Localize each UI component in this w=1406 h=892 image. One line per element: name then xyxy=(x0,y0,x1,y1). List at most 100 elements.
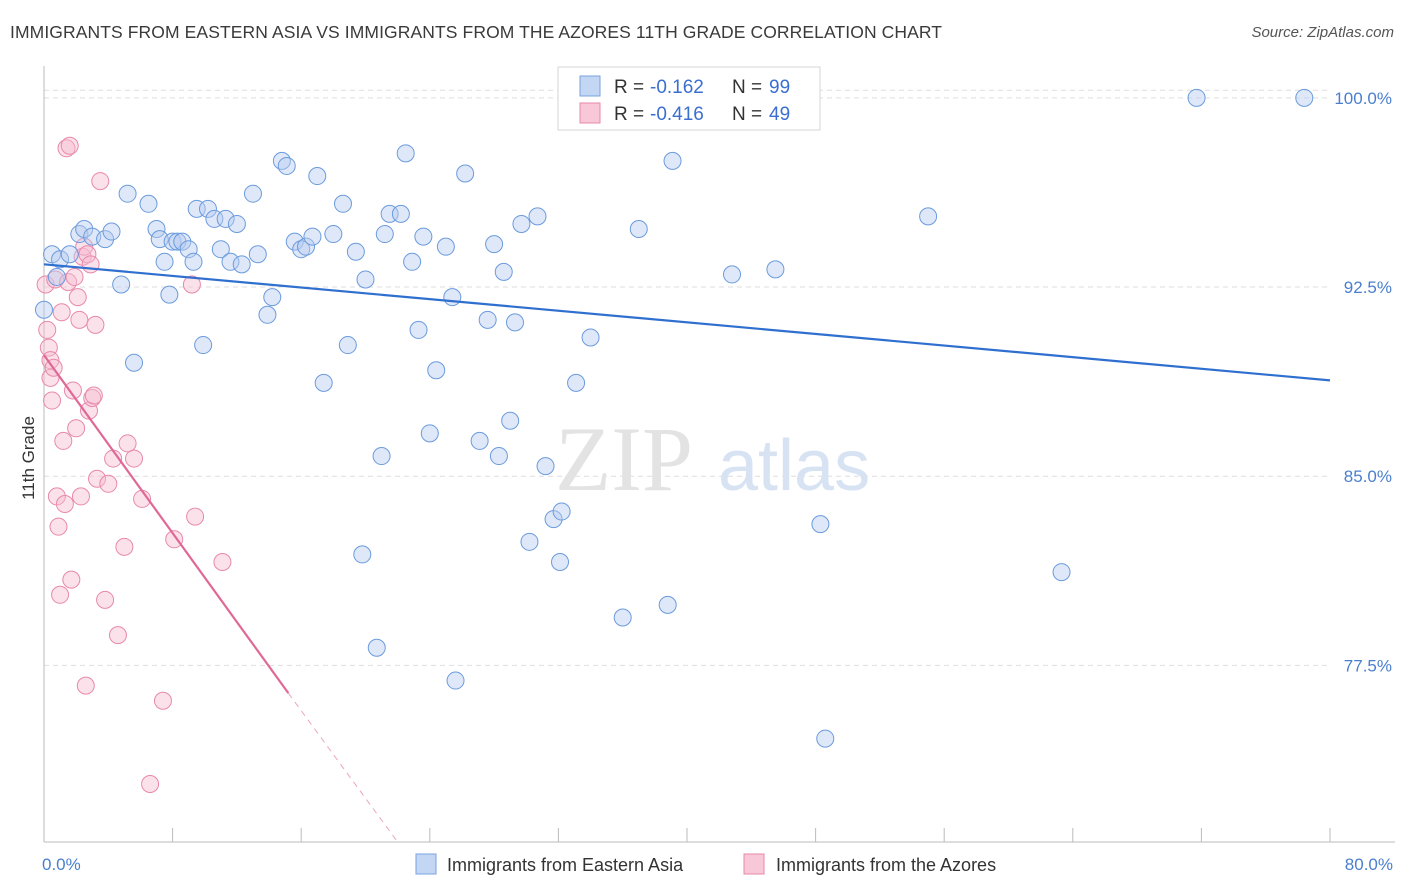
azores-point-38 xyxy=(108,626,127,645)
eastern-asia-point-31 xyxy=(232,255,251,274)
bottom-legend-swatch-pink xyxy=(743,853,765,875)
eastern-asia-point-28 xyxy=(216,209,235,228)
bottom-legend-swatch-blue xyxy=(415,853,437,875)
eastern-asia-point-48 xyxy=(353,545,372,564)
eastern-asia-point-85 xyxy=(663,151,682,170)
tick-labels: 77.5% 85.0% 92.5% 100.0% 0.0% 80.0% xyxy=(42,89,1393,874)
legend-r-value-2: -0.416 xyxy=(650,104,704,125)
series-eastern-asia-points xyxy=(35,88,1314,748)
azores-point-33 xyxy=(88,469,107,488)
eastern-asia-point-45 xyxy=(333,194,352,213)
eastern-asia-point-91 xyxy=(919,207,938,226)
eastern-asia-point-75 xyxy=(536,457,555,476)
eastern-asia-point-25 xyxy=(198,199,217,218)
azores-point-19 xyxy=(65,267,84,286)
trend-line-azores-extension xyxy=(287,692,399,843)
eastern-asia-point-63 xyxy=(446,671,465,690)
chart-title: IMMIGRANTS FROM EASTERN ASIA VS IMMIGRAN… xyxy=(10,22,943,42)
azores-point-13 xyxy=(55,494,74,513)
azores-point-23 xyxy=(71,487,90,506)
eastern-asia-point-30 xyxy=(227,214,246,233)
azores-point-47 xyxy=(186,507,205,526)
azores-point-5 xyxy=(43,391,62,410)
eastern-asia-point-22 xyxy=(184,252,203,271)
y-axis-label: 11th Grade xyxy=(19,416,38,500)
legend-swatch-blue xyxy=(579,75,601,97)
azores-point-34 xyxy=(91,172,110,191)
eastern-asia-point-51 xyxy=(372,447,391,466)
azores-point-46 xyxy=(182,275,201,294)
bottom-legend-label-blue: Immigrants from Eastern Asia xyxy=(447,855,684,875)
legend-n-label-1: N = xyxy=(732,77,762,98)
eastern-asia-point-10 xyxy=(112,275,131,294)
eastern-asia-point-16 xyxy=(155,252,174,271)
azores-point-45 xyxy=(165,530,184,549)
eastern-asia-point-36 xyxy=(272,151,291,170)
eastern-asia-point-61 xyxy=(436,237,455,256)
eastern-asia-point-77 xyxy=(551,552,570,571)
eastern-asia-point-90 xyxy=(816,729,835,748)
eastern-asia-point-52 xyxy=(375,225,394,244)
trend-line-eastern-asia xyxy=(43,263,1331,382)
eastern-asia-point-62 xyxy=(443,288,462,307)
eastern-asia-point-40 xyxy=(297,237,316,256)
eastern-asia-point-80 xyxy=(581,328,600,347)
legend-n-value-1: 99 xyxy=(769,77,790,98)
azores-point-18 xyxy=(63,381,82,400)
eastern-asia-point-27 xyxy=(211,240,230,259)
axes xyxy=(43,66,1395,843)
azores-point-40 xyxy=(118,434,137,453)
eastern-asia-point-38 xyxy=(285,232,304,251)
eastern-asia-point-58 xyxy=(414,227,433,246)
azores-point-4 xyxy=(41,368,60,387)
azores-point-26 xyxy=(76,676,95,695)
azores-point-9 xyxy=(49,517,68,536)
eastern-asia-point-73 xyxy=(520,532,539,551)
azores-point-16 xyxy=(60,136,79,155)
eastern-asia-point-44 xyxy=(324,225,343,244)
eastern-asia-point-47 xyxy=(346,242,365,261)
azores-point-17 xyxy=(62,570,81,589)
azores-point-39 xyxy=(115,537,134,556)
eastern-asia-point-12 xyxy=(125,353,144,372)
eastern-asia-point-14 xyxy=(147,220,166,239)
eastern-asia-point-8 xyxy=(96,230,115,249)
legend-frame xyxy=(557,66,821,131)
legend-n-label-2: N = xyxy=(732,104,762,125)
eastern-asia-point-88 xyxy=(766,260,785,279)
azores-point-1 xyxy=(38,320,57,339)
eastern-asia-point-2 xyxy=(47,267,66,286)
legend-box: R = -0.162 N = 99 R = -0.416 N = 49 xyxy=(557,66,821,131)
bottom-legend-label-pink: Immigrants from the Azores xyxy=(776,855,996,875)
eastern-asia-point-94 xyxy=(1295,88,1314,107)
azores-point-12 xyxy=(54,431,73,450)
eastern-asia-point-56 xyxy=(403,252,422,271)
eastern-asia-point-69 xyxy=(494,262,513,281)
gridlines xyxy=(44,89,1330,666)
legend-r-label-1: R = xyxy=(614,77,644,98)
azores-point-14 xyxy=(57,139,76,158)
bottom-legend: Immigrants from Eastern Asia Immigrants … xyxy=(415,853,996,875)
eastern-asia-point-86 xyxy=(723,265,742,284)
trend-lines xyxy=(43,263,1331,843)
azores-point-32 xyxy=(86,315,105,334)
eastern-asia-point-9 xyxy=(102,222,121,241)
legend-n-value-2: 49 xyxy=(769,104,790,125)
series-azores-points xyxy=(36,136,232,793)
eastern-asia-point-3 xyxy=(51,250,70,269)
eastern-asia-point-82 xyxy=(629,220,648,239)
azores-point-43 xyxy=(141,774,160,793)
eastern-asia-point-78 xyxy=(552,502,571,521)
eastern-asia-point-4 xyxy=(60,245,79,264)
eastern-asia-point-57 xyxy=(409,320,428,339)
eastern-asia-point-59 xyxy=(420,424,439,443)
eastern-asia-point-34 xyxy=(258,305,277,324)
eastern-asia-point-50 xyxy=(367,638,386,657)
eastern-asia-point-42 xyxy=(308,167,327,186)
azores-point-44 xyxy=(153,691,172,710)
eastern-asia-point-92 xyxy=(1052,563,1071,582)
eastern-asia-point-33 xyxy=(248,245,267,264)
eastern-asia-point-84 xyxy=(658,595,677,614)
eastern-asia-point-13 xyxy=(139,194,158,213)
